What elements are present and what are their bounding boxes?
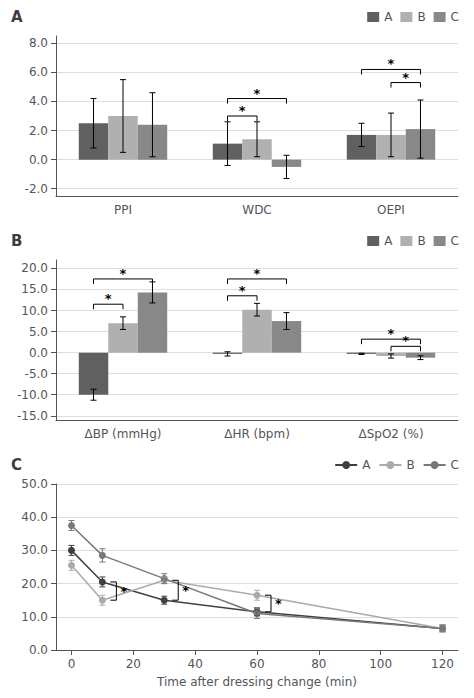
- svg-text:ΔSpO2 (%): ΔSpO2 (%): [358, 427, 423, 441]
- svg-text:A: A: [362, 458, 371, 472]
- svg-text:*: *: [388, 56, 395, 71]
- svg-text:10.0: 10.0: [21, 304, 48, 318]
- svg-text:-10.0: -10.0: [17, 388, 48, 402]
- svg-text:20.0: 20.0: [21, 261, 48, 275]
- svg-text:*: *: [182, 583, 189, 598]
- svg-text:ΔBP (mmHg): ΔBP (mmHg): [85, 427, 162, 441]
- svg-text:C: C: [451, 458, 459, 472]
- svg-text:A: A: [11, 8, 23, 26]
- svg-text:A: A: [384, 234, 393, 248]
- svg-text:C: C: [11, 456, 22, 474]
- svg-text:B: B: [417, 10, 425, 24]
- svg-text:120: 120: [431, 657, 454, 671]
- svg-text:*: *: [120, 584, 127, 599]
- svg-text:20.0: 20.0: [21, 577, 48, 591]
- svg-text:80: 80: [311, 657, 326, 671]
- svg-text:2.0: 2.0: [29, 124, 48, 138]
- svg-text:-15.0: -15.0: [17, 409, 48, 423]
- svg-text:0.0: 0.0: [29, 643, 48, 657]
- svg-text:8.0: 8.0: [29, 36, 48, 50]
- svg-text:*: *: [402, 70, 409, 85]
- svg-text:*: *: [239, 283, 246, 298]
- svg-text:PPI: PPI: [114, 203, 132, 217]
- svg-text:5.0: 5.0: [29, 325, 48, 339]
- svg-text:0.0: 0.0: [29, 153, 48, 167]
- svg-text:20: 20: [126, 657, 141, 671]
- svg-text:6.0: 6.0: [29, 65, 48, 79]
- svg-text:*: *: [275, 596, 282, 611]
- svg-text:-5.0: -5.0: [25, 367, 48, 381]
- svg-text:C: C: [451, 10, 459, 24]
- svg-text:40: 40: [188, 657, 203, 671]
- svg-text:*: *: [239, 103, 246, 118]
- svg-text:*: *: [254, 266, 261, 281]
- svg-text:10.0: 10.0: [21, 610, 48, 624]
- svg-text:WDC: WDC: [242, 203, 271, 217]
- svg-text:A: A: [384, 10, 393, 24]
- svg-text:OEPI: OEPI: [377, 203, 405, 217]
- svg-text:*: *: [105, 291, 112, 306]
- svg-text:*: *: [388, 326, 395, 341]
- svg-text:*: *: [254, 86, 261, 101]
- svg-text:100: 100: [369, 657, 392, 671]
- svg-text:ΔHR (bpm): ΔHR (bpm): [224, 427, 290, 441]
- svg-text:50.0: 50.0: [21, 477, 48, 491]
- svg-text:15.0: 15.0: [21, 282, 48, 296]
- svg-text:Time after dressing change (mi: Time after dressing change (min): [156, 675, 357, 689]
- svg-text:B: B: [11, 232, 22, 250]
- svg-text:4.0: 4.0: [29, 94, 48, 108]
- svg-text:B: B: [417, 234, 425, 248]
- svg-text:*: *: [402, 333, 409, 348]
- svg-text:0: 0: [68, 657, 76, 671]
- svg-text:C: C: [451, 234, 459, 248]
- svg-text:60: 60: [249, 657, 264, 671]
- svg-text:*: *: [120, 266, 127, 281]
- svg-text:40.0: 40.0: [21, 510, 48, 524]
- svg-text:0.0: 0.0: [29, 346, 48, 360]
- svg-text:-2.0: -2.0: [25, 182, 48, 196]
- svg-text:B: B: [406, 458, 414, 472]
- svg-text:30.0: 30.0: [21, 543, 48, 557]
